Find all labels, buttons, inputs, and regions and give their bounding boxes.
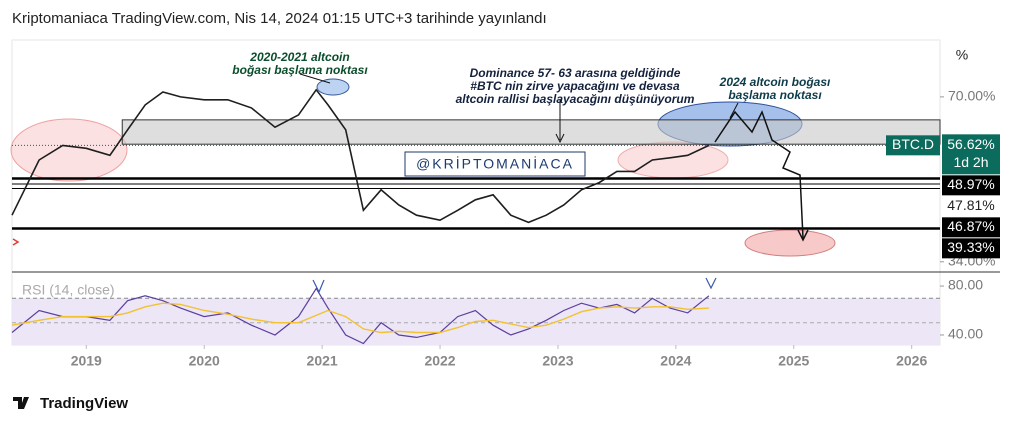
symbol-label: BTC.D (892, 136, 934, 152)
level-label-bg (942, 217, 1000, 238)
annotation: altcoin rallisi başlayacağını düşünüyoru… (456, 92, 695, 106)
projection-path (714, 110, 804, 239)
annotation: 2024 altcoin boğası (719, 75, 831, 89)
annotation: boğası başlama noktası (232, 63, 368, 77)
arrow-head (555, 133, 565, 144)
annotation: Dominance 57- 63 arasına geldiğinde (470, 66, 681, 80)
price-line (11, 88, 710, 224)
arrow (729, 102, 739, 119)
x-tick-label: 2020 (189, 353, 220, 369)
x-tick-label: 2024 (660, 353, 691, 369)
plot: 70.00%34.00%2019 2020 2021 2022 2023 2024 2025… (11, 50, 1000, 369)
annotation: başlama noktası (728, 88, 822, 102)
currency-label: % (956, 47, 968, 63)
rsi-arrow (705, 277, 717, 290)
level-label-bg (942, 196, 1000, 217)
rsi-arrow (312, 279, 325, 294)
level-label: 47.81% (947, 197, 994, 213)
annotation: 2020-2021 altcoin (249, 50, 349, 64)
rsi-line (11, 302, 709, 334)
zone (121, 119, 941, 145)
highlight-ellipse (316, 78, 350, 96)
target-ellipse (744, 229, 836, 257)
x-tick-label: 2019 (71, 353, 102, 369)
level-label: 46.87% (947, 218, 994, 234)
level-label: 48.97% (947, 176, 994, 192)
arrow (299, 73, 331, 84)
level-label-bg (942, 238, 1000, 259)
level-label: 39.33% (947, 239, 994, 255)
highlight-ellipse (10, 118, 128, 182)
last-label: 56.62% (947, 136, 994, 152)
header: Kriptomaniaca TradingView.com, Nis 14, 2… (12, 10, 547, 27)
rsi-tick-label: 40.00 (948, 326, 983, 342)
marker (12, 238, 20, 246)
highlight-ellipse (617, 141, 729, 179)
logo (13, 397, 29, 409)
x-tick-label: 2025 (778, 353, 809, 369)
rsi-title: RSI (14, close) (22, 282, 115, 298)
annotation: #BTC nin zirve yapacağını ve devasa (470, 79, 680, 93)
x-tick-label: 2026 (896, 353, 927, 369)
last-label-bg (942, 134, 1000, 175)
y-tick-label: 70.00% (948, 88, 995, 104)
x-tick-label: 2022 (424, 353, 455, 369)
countdown: 1d 2h (953, 154, 988, 170)
symbol-label-bg (886, 135, 940, 156)
arrow-head (797, 229, 809, 242)
level-label-bg (942, 175, 1000, 196)
watermark: @KRİPTOMANİACA (416, 155, 574, 172)
footer: TradingView (40, 395, 128, 412)
rsi-tick-label: 80.00 (948, 277, 983, 293)
x-tick-label: 2023 (542, 353, 573, 369)
watermark-box (404, 151, 586, 177)
x-tick-label: 2021 (307, 353, 338, 369)
